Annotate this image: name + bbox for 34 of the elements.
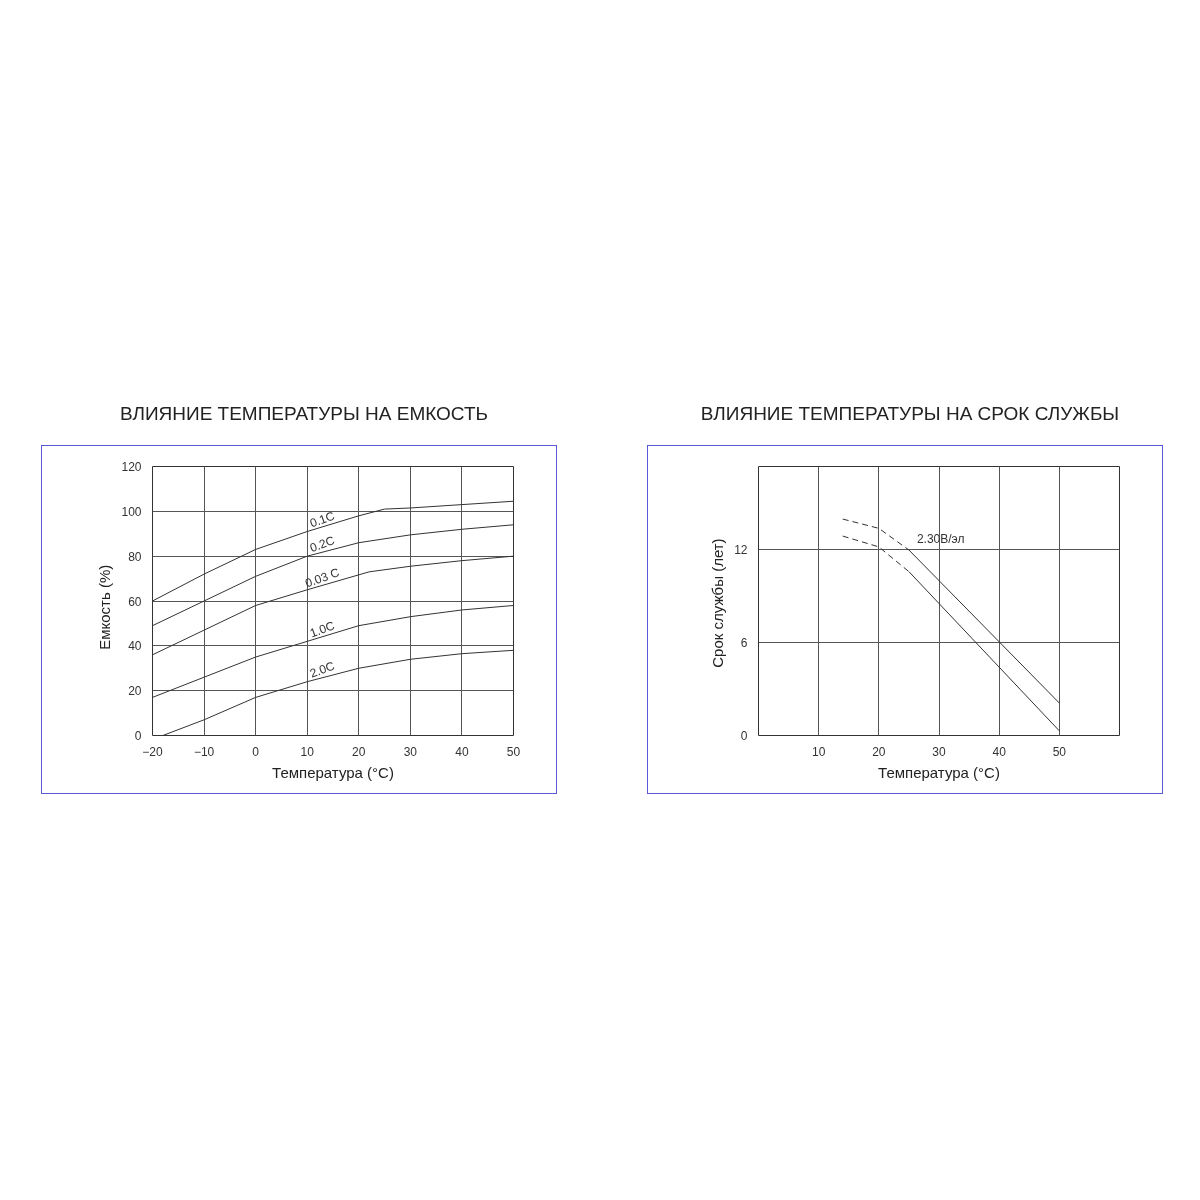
text: 0.2C	[307, 533, 337, 556]
y-tick-label: 6	[740, 636, 748, 651]
y-tick-label: 80	[128, 549, 142, 564]
x-tick-label: 40	[992, 744, 1007, 759]
x-tick-label: −10	[193, 744, 215, 759]
text: 2.0C	[307, 658, 337, 681]
x-tick-label: 20	[872, 744, 886, 759]
x-tick-label: 30	[403, 744, 418, 759]
y-tick-label: 100	[121, 504, 142, 519]
text: 0.1C	[307, 508, 337, 531]
x-axis-title: Температура (°C)	[272, 763, 394, 781]
y-axis-title: Срок службы (лет)	[709, 538, 727, 668]
text: 0.03 C	[303, 565, 342, 591]
x-axis-title: Температура (°C)	[878, 763, 1000, 781]
x-tick-label: −20	[142, 744, 163, 759]
y-tick-label: 0	[740, 729, 748, 743]
x-tick-label: 40	[455, 744, 469, 759]
y-tick-label: 40	[128, 639, 142, 654]
y-tick-label: 60	[128, 594, 142, 609]
y-tick-label: 20	[128, 684, 142, 699]
chart-title: ВЛИЯНИЕ ТЕМПЕРАТУРЫ НА ЕМКОСТЬ	[119, 402, 489, 426]
x-tick-label: 10	[811, 744, 826, 759]
y-tick-label: 120	[121, 460, 142, 474]
text: 1.0C	[307, 618, 337, 641]
x-tick-label: 10	[300, 744, 315, 759]
x-tick-label: 0	[252, 744, 260, 759]
y-axis-title: Емкость (%)	[96, 564, 114, 650]
x-tick-label: 20	[352, 744, 366, 759]
x-tick-label: 50	[506, 744, 521, 759]
x-tick-label: 30	[932, 744, 946, 759]
y-tick-label: 0	[134, 729, 142, 743]
y-tick-label: 12	[734, 543, 748, 558]
chart-title: ВЛИЯНИЕ ТЕМПЕРАТУРЫ НА СРОК СЛУЖБЫ	[700, 402, 1120, 426]
x-tick-label: 50	[1052, 744, 1067, 759]
